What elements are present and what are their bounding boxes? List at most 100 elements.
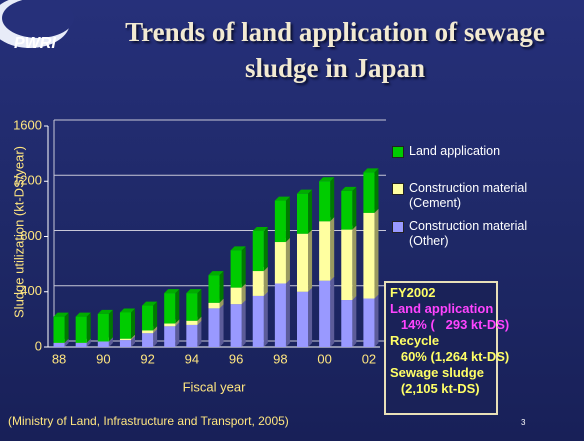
bar-face [230,246,246,251]
legend-label: Construction material (Cement) [409,181,528,210]
y-axis-label: Sludge utilization (kt-DS/year) [11,146,26,318]
bar-face [230,250,242,288]
bar-face [374,208,379,299]
bar-face [186,320,198,325]
bar-face [164,326,176,347]
bar-face [164,293,176,324]
bar-face [341,186,357,191]
legend-label: Land application [409,144,501,158]
bar-face [308,287,313,347]
legend-swatch [392,146,404,158]
x-tick-label: 02 [362,351,376,366]
bar-face [308,189,313,234]
bar-segment [319,177,335,222]
bar-face [175,319,180,327]
bar-face [108,337,113,347]
bar-segment [363,208,379,299]
bar-face [219,271,224,303]
bar-segment [230,300,246,347]
bar-face [97,309,113,314]
bar-segment [142,301,158,331]
x-tick-label: 88 [52,351,66,366]
page-number: 3 [521,418,526,427]
bar-face [352,186,357,230]
bar-segment [319,217,335,281]
bar-face [208,271,224,276]
bar-segment [319,276,335,347]
bar-face [319,280,331,347]
x-tick-label: 92 [140,351,154,366]
bar-segment [297,189,313,234]
bar-segment [297,229,313,292]
bar-face [352,225,357,301]
bar-face [53,342,65,347]
bar-segment [186,289,202,321]
bar-face [219,298,224,309]
bar-face [208,308,220,347]
bar-face [131,334,135,341]
bar-segment [208,271,224,303]
bar-face [119,308,135,313]
bar-face [274,200,286,243]
bar-face [197,289,202,321]
bar-segment [341,296,357,347]
bar-face [142,301,158,306]
bar-segment [274,279,290,347]
bar-face [363,298,375,347]
bar-face [297,189,313,194]
source: (Ministry of Land, Infrastructure and Tr… [8,414,289,428]
bar-segment [208,304,224,347]
bar-segment [363,294,379,347]
x-axis-label: Fiscal year [183,379,247,394]
logo-text: PWRI [14,35,56,52]
bar-face [75,312,91,317]
bar-face [363,168,379,173]
x-tick-label: 96 [229,351,243,366]
bar-face [175,322,180,347]
bar-face [208,302,220,309]
bar-face [252,271,264,296]
bar-face [341,229,353,301]
bar-segment [274,238,290,284]
bar-face [241,246,246,288]
bar-face [274,283,286,347]
bar-face [175,289,180,324]
info-line: Recycle [390,333,440,348]
bar-face [363,212,375,299]
bar-segment [164,289,180,324]
bar-face [263,267,268,296]
legend-item: Land application [392,144,552,159]
bar-face [352,296,357,347]
bar-face [252,230,264,272]
bar-segment [252,267,268,296]
bar-face [153,326,158,334]
bar-face [374,168,379,213]
bar-segment [363,168,379,213]
bar-face [53,316,65,343]
bar-face [119,312,131,339]
bar-face [285,238,290,284]
bar-face [208,275,220,303]
bar-face [319,177,335,182]
bar-face [131,308,135,339]
info-line: FY2002 [390,285,436,300]
bar-face [97,313,109,342]
info-line: Land application [390,301,494,316]
bar-face [230,304,242,347]
info-line: Sewage sludge [390,365,484,380]
bar-face [263,226,268,272]
bar-face [274,242,286,284]
logo-shape [2,0,74,38]
bar-face [197,320,202,347]
bar-segment [75,312,91,343]
bar-face [142,305,154,331]
bar-face [97,341,109,347]
bar-segment [252,291,268,347]
bar-face [285,279,290,347]
bar-face [285,196,290,243]
bar-face [319,221,331,281]
y-tick-label: 800 [20,228,42,243]
bar-face [341,190,353,230]
y-tick-label: 1200 [13,173,42,188]
